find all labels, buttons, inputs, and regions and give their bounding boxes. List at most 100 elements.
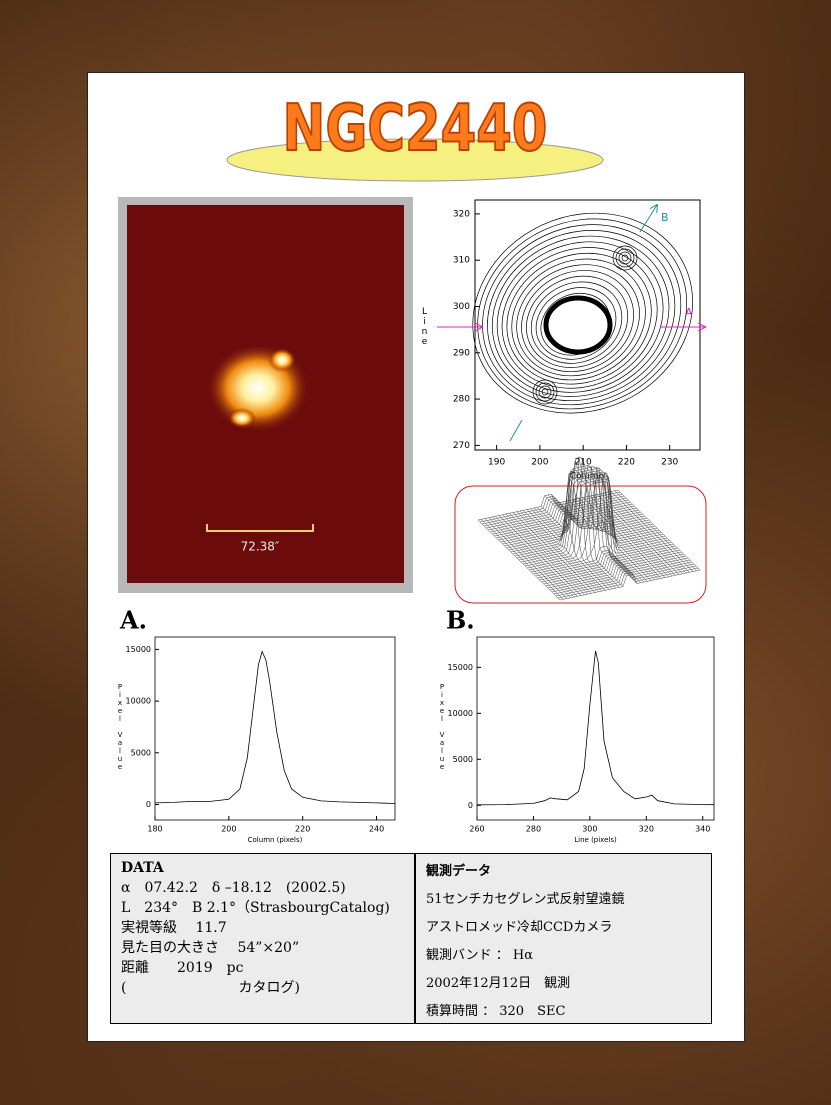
x-tick-label: 230 <box>661 458 678 468</box>
data-line: 観測バンド ： Hα <box>426 948 534 963</box>
mesh-line <box>586 496 669 577</box>
contour-y-label: Line <box>420 307 430 347</box>
y-tick-label: 15000 <box>448 663 473 672</box>
contour-line <box>535 287 617 360</box>
y-tick-label: 320 <box>453 209 470 219</box>
contour-line <box>472 212 693 414</box>
mesh-line <box>529 476 670 571</box>
y-tick-label: 15000 <box>126 645 151 654</box>
x-tick-label: 280 <box>526 825 541 834</box>
mesh-line <box>559 569 701 601</box>
contour-line <box>491 235 670 397</box>
scale-bar <box>206 524 314 532</box>
y-tick-label: 0 <box>468 801 473 810</box>
mesh-line <box>525 478 666 567</box>
mesh-line <box>523 475 664 565</box>
plot-frame <box>154 636 396 821</box>
data-line: L 234° B 2.1°（StrasbourgCatalog) <box>121 900 390 916</box>
y-axis-label: Pixel Value <box>116 683 124 771</box>
plot-label: A. <box>119 606 147 635</box>
x-tick-label: 200 <box>531 458 548 468</box>
contour-line <box>618 251 632 265</box>
y-tick-label: 270 <box>453 441 470 451</box>
mesh-line <box>539 549 680 581</box>
mesh-line <box>557 567 699 599</box>
mesh-line <box>610 491 694 572</box>
contour-line <box>532 379 558 405</box>
mesh-line <box>554 464 638 584</box>
contour-line <box>612 245 638 271</box>
contour-line <box>511 258 646 381</box>
data-line: α 07.42.2 δ –18.12 (2002.5) <box>121 880 346 896</box>
mesh-line <box>551 458 634 575</box>
y-tick-label: 5000 <box>453 755 473 764</box>
mesh-line <box>596 494 680 575</box>
data-line: ( カタログ) <box>121 980 300 996</box>
mesh-line <box>553 563 694 595</box>
x-tick-label: 240 <box>369 825 384 834</box>
nebula-glow <box>228 408 256 428</box>
contour-line <box>506 252 652 385</box>
x-tick-label: 210 <box>575 458 592 468</box>
arrow-b <box>639 205 657 233</box>
contour-x-label: Column <box>570 472 604 482</box>
surface-frame <box>454 485 707 604</box>
contour-line <box>535 382 555 402</box>
scale-label: 72.38″ <box>241 540 280 554</box>
mesh-line <box>607 492 690 573</box>
y-tick-label: 0 <box>146 800 151 809</box>
plot-frame <box>476 636 715 821</box>
contour-line <box>538 385 552 399</box>
mesh-line <box>579 498 662 579</box>
mesh-line <box>518 471 660 561</box>
contour-line <box>496 241 664 393</box>
mesh-line <box>520 473 662 563</box>
mesh-line <box>547 557 688 589</box>
x-tick-label: 200 <box>221 825 236 834</box>
profile-line <box>476 650 715 806</box>
data-right: 観測データ 51センチカセグレン式反射望遠鏡 アストロメッド冷却CCDカメラ 観測バン… <box>416 854 711 1023</box>
y-tick-label: 310 <box>453 256 470 266</box>
data-line: 実視等級 11.7 <box>121 920 227 936</box>
mesh-line <box>545 555 686 587</box>
mesh-line <box>614 490 697 571</box>
mesh-line <box>551 561 692 593</box>
contour-line <box>516 264 640 377</box>
y-axis-label: Pixel Value <box>438 683 446 771</box>
x-tick-label: 220 <box>618 458 635 468</box>
mesh-line <box>527 481 668 569</box>
mesh-line <box>531 520 672 573</box>
contour-line <box>482 224 682 406</box>
mesh-line <box>603 492 687 574</box>
title: NGC2440 <box>283 90 548 165</box>
nebula-glow <box>268 348 296 372</box>
data-table: DATA α 07.42.2 δ –18.12 (2002.5) L 234° B … <box>110 853 712 1024</box>
data-left: DATA α 07.42.2 δ –18.12 (2002.5) L 234° B … <box>111 854 416 1023</box>
title-ellipse <box>226 138 604 182</box>
data-line: アストロメッド冷却CCDカメラ <box>426 920 613 935</box>
y-tick-label: 10000 <box>126 697 151 706</box>
contour-line <box>541 388 549 396</box>
mesh-line <box>565 472 648 582</box>
y-tick-label: 280 <box>453 395 470 405</box>
profile-line <box>154 650 396 804</box>
y-tick-label: 10000 <box>448 709 473 718</box>
contour-line <box>615 248 635 268</box>
x-axis-label: Line (pixels) <box>574 836 617 844</box>
data-line: 見た目の大きさ 54”×20” <box>121 940 300 956</box>
y-tick-label: 300 <box>453 302 470 312</box>
contour-line <box>477 218 688 410</box>
mesh-line <box>555 565 696 597</box>
contour-line <box>501 247 658 389</box>
x-tick-label: 220 <box>295 825 310 834</box>
mesh-line <box>568 500 652 581</box>
contours <box>472 212 693 414</box>
mesh-line <box>543 553 684 585</box>
mesh-line <box>533 543 674 575</box>
x-tick-label: 190 <box>488 458 505 468</box>
x-tick-label: 180 <box>147 825 162 834</box>
mesh-line <box>549 559 690 591</box>
mesh-line <box>575 498 659 580</box>
plot-label: B. <box>446 606 475 635</box>
mesh-line <box>600 493 683 574</box>
